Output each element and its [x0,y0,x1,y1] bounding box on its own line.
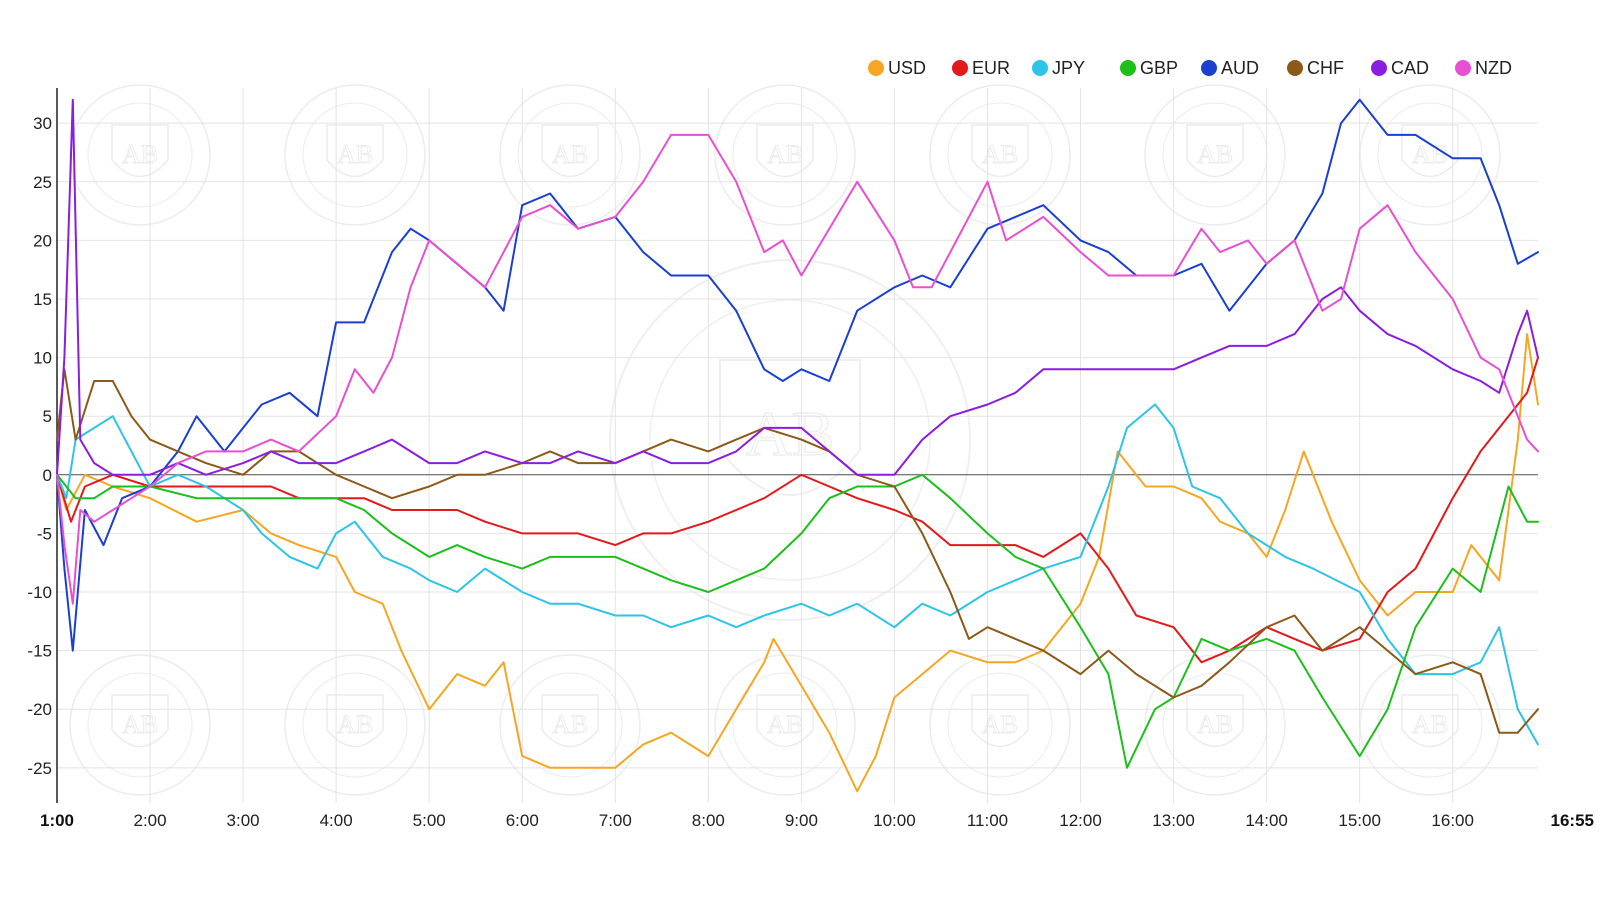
x-tick-label: 8:00 [692,811,725,830]
x-tick-label: 3:00 [227,811,260,830]
legend-swatch [1371,60,1387,76]
watermark-logo: AB [499,654,641,796]
legend-label: CAD [1391,58,1429,78]
x-tick-label: 11:00 [967,811,1008,830]
legend-item-usd[interactable]: USD [868,58,926,78]
watermark-logo: AB [284,84,426,226]
watermark-logo: AB [1144,84,1286,226]
x-tick-label: 14:00 [1245,811,1288,830]
watermark-logo: AB [714,84,856,226]
watermark-monogram: AB [1197,710,1233,739]
watermark-monogram: AB [337,140,373,169]
legend-label: EUR [972,58,1010,78]
watermark-monogram: AB [1197,140,1233,169]
legend-item-cad[interactable]: CAD [1371,58,1429,78]
x-tick-label: 10:00 [873,811,916,830]
legend-label: GBP [1140,58,1178,78]
watermark-logo: AB [69,654,211,796]
series-line-aud [56,98,1539,652]
watermark-logo: AB [499,84,641,226]
y-tick-label: -10 [27,583,52,602]
series-line-usd [56,333,1539,793]
y-axis: -25 -20 -15 -10 -5 0 5 10 15 20 25 30 [27,114,52,778]
watermark-monogram: AB [1412,710,1448,739]
series-line-cad [56,98,1539,476]
legend-label: JPY [1052,58,1085,78]
watermark-monogram: AB [337,710,373,739]
legend-swatch [868,60,884,76]
legend-swatch [1287,60,1303,76]
series-line-gbp [56,473,1539,769]
y-tick-label: 25 [33,173,52,192]
series-layer [56,98,1539,793]
x-tick-label: 4:00 [320,811,353,830]
y-tick-label: -25 [27,759,52,778]
watermark-logo: AB [284,654,426,796]
y-tick-label: -20 [27,700,52,719]
watermark-monogram: AB [552,710,588,739]
watermark-monogram: AB [122,710,158,739]
legend-label: AUD [1221,58,1259,78]
y-tick-label: 30 [33,114,52,133]
legend-label: CHF [1307,58,1344,78]
y-tick-label: 10 [33,349,52,368]
legend-item-jpy[interactable]: JPY [1032,58,1085,78]
legend: USD EUR JPY GBP AUD CHF CAD NZD [868,58,1512,78]
legend-item-chf[interactable]: CHF [1287,58,1344,78]
x-tick-label: 9:00 [785,811,818,830]
series-line-jpy [56,403,1539,746]
watermark-monogram: AB [767,710,803,739]
x-axis: 1:00 2:00 3:00 4:00 5:00 6:00 7:00 8:00 9:00 10:0… [40,811,1594,830]
legend-label: USD [888,58,926,78]
legend-swatch [1032,60,1048,76]
watermark-logo: AB [714,654,856,796]
series-line-chf [56,368,1539,734]
watermark-logo: AB [69,84,211,226]
watermark-logo: AB [1144,654,1286,796]
y-tick-label: 15 [33,290,52,309]
x-tick-label: 7:00 [599,811,632,830]
legend-swatch [1201,60,1217,76]
legend-item-gbp[interactable]: GBP [1120,58,1178,78]
y-tick-label: -15 [27,642,52,661]
x-tick-label: 13:00 [1152,811,1195,830]
legend-swatch [1120,60,1136,76]
y-tick-label: 5 [43,407,52,426]
legend-item-nzd[interactable]: NZD [1455,58,1512,78]
watermark-logo: AB [929,654,1071,796]
watermark-monogram: AB [746,398,835,469]
watermark-logo: AB [929,84,1071,226]
x-tick-label: 16:55 [1551,811,1594,830]
x-tick-label: 5:00 [413,811,446,830]
legend-item-eur[interactable]: EUR [952,58,1010,78]
watermark-logo: AB [1359,84,1501,226]
y-tick-label: 20 [33,231,52,250]
legend-swatch [1455,60,1471,76]
watermark-monogram: AB [552,140,588,169]
series-line-nzd [56,133,1539,605]
legend-item-aud[interactable]: AUD [1201,58,1259,78]
x-tick-label: 6:00 [506,811,539,830]
watermark-logo: AB [1359,654,1501,796]
watermark-monogram: AB [767,140,803,169]
x-tick-label: 2:00 [134,811,167,830]
x-tick-label: 16:00 [1431,811,1474,830]
y-tick-label: 0 [43,466,52,485]
x-tick-label: 1:00 [40,811,74,830]
legend-label: NZD [1475,58,1512,78]
legend-swatch [952,60,968,76]
watermark-monogram: AB [122,140,158,169]
x-tick-label: 12:00 [1059,811,1102,830]
y-tick-label: -5 [37,524,52,543]
x-tick-label: 15:00 [1338,811,1381,830]
